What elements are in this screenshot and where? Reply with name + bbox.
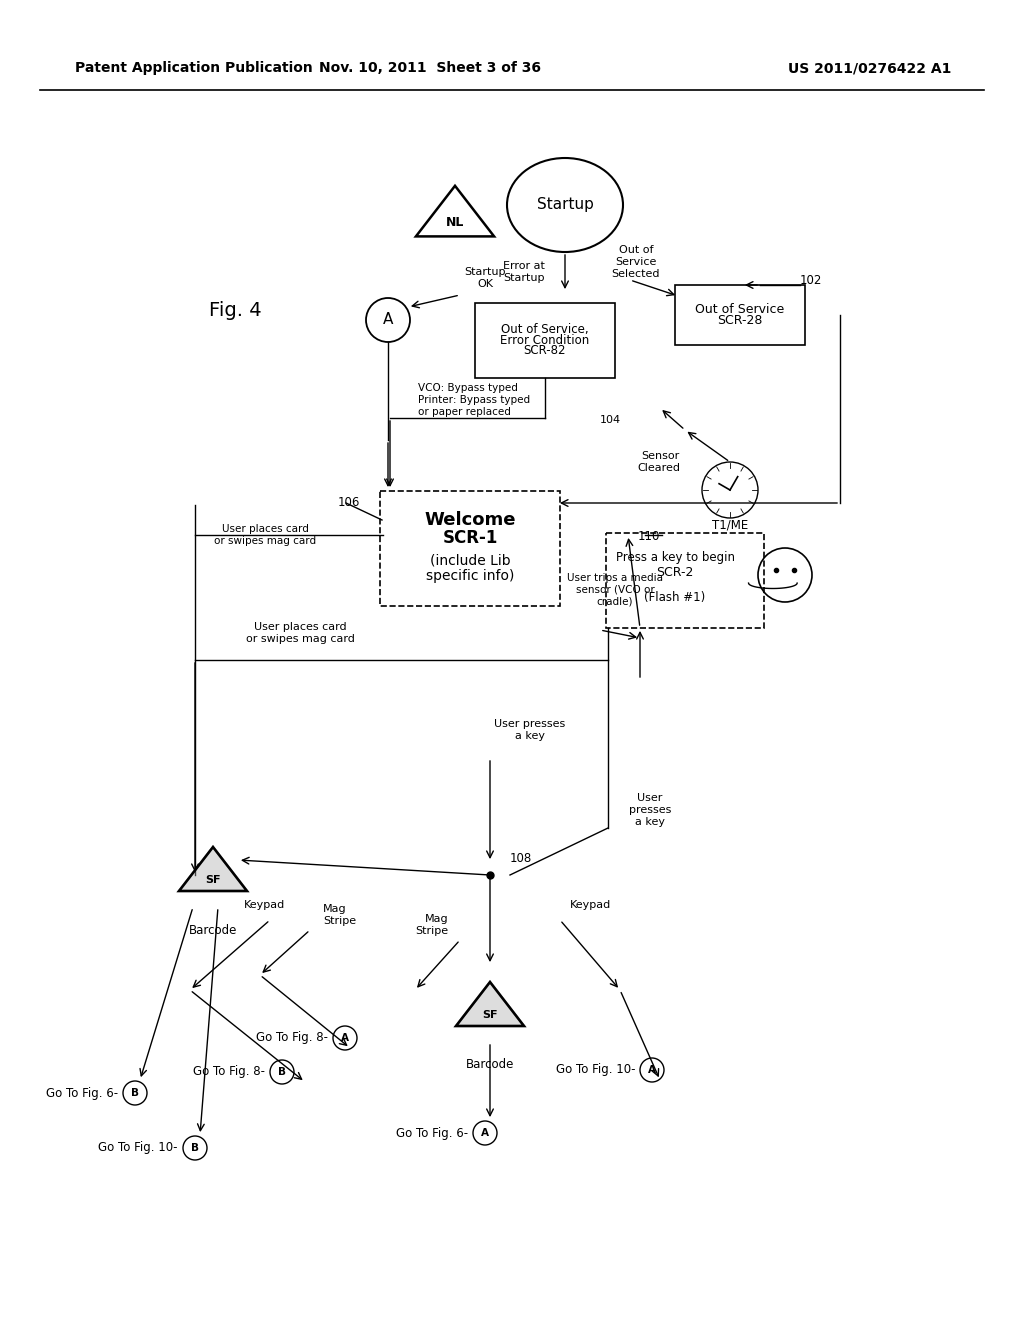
Text: Keypad: Keypad (244, 900, 285, 909)
Text: 104: 104 (600, 414, 622, 425)
Text: A: A (383, 313, 393, 327)
Bar (606, 532, 764, 627)
Text: Fig. 4: Fig. 4 (209, 301, 261, 319)
Text: Mag
Stripe: Mag Stripe (323, 904, 356, 925)
Text: 110: 110 (638, 529, 660, 543)
Text: Startup: Startup (537, 198, 594, 213)
Text: VCO: Bypass typed
Printer: Bypass typed
or paper replaced: VCO: Bypass typed Printer: Bypass typed … (418, 383, 530, 417)
Text: 102: 102 (800, 273, 822, 286)
Text: Go To Fig. 10-: Go To Fig. 10- (97, 1142, 177, 1155)
Text: SCR-1: SCR-1 (442, 529, 498, 546)
Text: Go To Fig. 6-: Go To Fig. 6- (396, 1126, 468, 1139)
Text: SCR-2: SCR-2 (656, 566, 693, 579)
Text: NL: NL (445, 216, 464, 230)
Polygon shape (456, 982, 524, 1026)
Text: SCR-82: SCR-82 (523, 345, 566, 358)
Text: Barcode: Barcode (188, 924, 238, 936)
Text: Patent Application Publication: Patent Application Publication (75, 61, 312, 75)
Text: Error Condition: Error Condition (501, 334, 590, 346)
Text: Go To Fig. 6-: Go To Fig. 6- (46, 1086, 118, 1100)
Text: Keypad: Keypad (570, 900, 611, 909)
Text: Out of
Service
Selected: Out of Service Selected (611, 246, 660, 279)
Polygon shape (179, 847, 247, 891)
Text: Out of Service,: Out of Service, (501, 322, 589, 335)
Text: Go To Fig. 10-: Go To Fig. 10- (555, 1064, 635, 1077)
Text: User presses
a key: User presses a key (495, 719, 565, 741)
Text: SF: SF (205, 875, 221, 884)
Text: Barcode: Barcode (466, 1059, 514, 1072)
Text: T1/ME: T1/ME (712, 519, 749, 532)
Text: Go To Fig. 8-: Go To Fig. 8- (256, 1031, 328, 1044)
Text: (include Lib: (include Lib (430, 553, 510, 568)
Bar (380, 491, 560, 606)
Text: User
presses
a key: User presses a key (629, 793, 671, 826)
Text: Error at
Startup: Error at Startup (503, 261, 545, 282)
Text: A: A (341, 1034, 349, 1043)
Text: B: B (131, 1088, 139, 1098)
Text: specific info): specific info) (426, 569, 514, 583)
Text: US 2011/0276422 A1: US 2011/0276422 A1 (788, 61, 951, 75)
Text: User trips a media
sensor (VCO or
cradle): User trips a media sensor (VCO or cradle… (567, 573, 663, 607)
Text: 106: 106 (338, 496, 360, 510)
Text: B: B (278, 1067, 286, 1077)
Text: Go To Fig. 8-: Go To Fig. 8- (193, 1065, 265, 1078)
Text: User places card
or swipes mag card: User places card or swipes mag card (214, 524, 316, 545)
Text: Nov. 10, 2011  Sheet 3 of 36: Nov. 10, 2011 Sheet 3 of 36 (319, 61, 541, 75)
Text: (Flash #1): (Flash #1) (644, 591, 706, 605)
Text: User places card
or swipes mag card: User places card or swipes mag card (246, 622, 354, 644)
Bar (675, 285, 805, 345)
Text: A: A (648, 1065, 656, 1074)
Text: Press a key to begin: Press a key to begin (615, 552, 734, 565)
Text: Out of Service: Out of Service (695, 302, 784, 315)
Text: B: B (191, 1143, 199, 1152)
Text: Startup
OK: Startup OK (464, 267, 506, 289)
Text: SF: SF (482, 1010, 498, 1020)
Text: Sensor
Cleared: Sensor Cleared (637, 451, 680, 473)
Text: 108: 108 (510, 851, 532, 865)
Text: Mag
Stripe: Mag Stripe (415, 915, 449, 936)
Bar (475, 302, 615, 378)
Text: Welcome: Welcome (424, 511, 516, 529)
Text: SCR-28: SCR-28 (718, 314, 763, 327)
Text: A: A (481, 1129, 489, 1138)
